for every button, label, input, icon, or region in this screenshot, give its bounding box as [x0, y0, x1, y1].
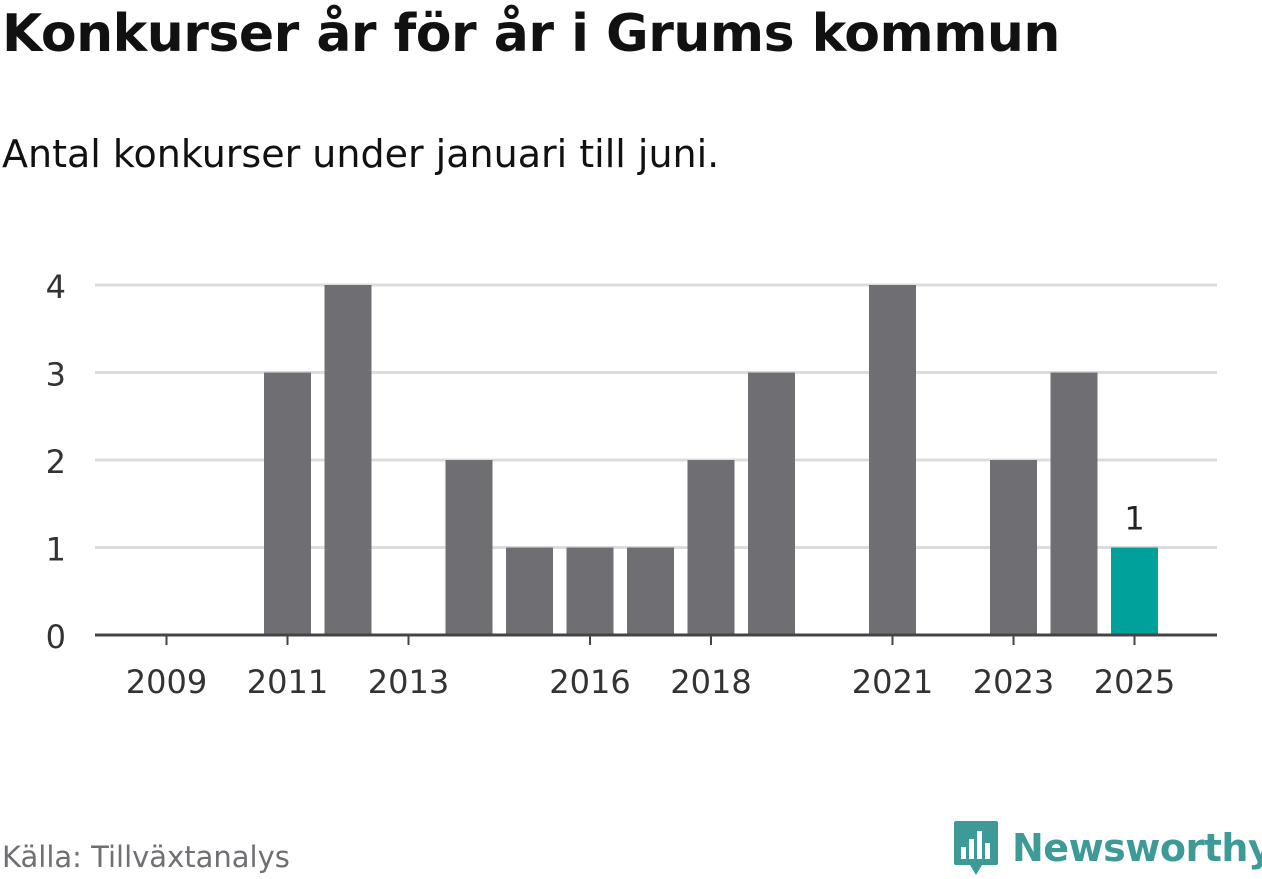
data-labels: 1 — [1124, 500, 1144, 538]
gridlines — [95, 285, 1217, 548]
bar-2014 — [446, 460, 493, 635]
bar-2019 — [748, 373, 795, 636]
y-tick-label: 1 — [46, 531, 66, 569]
logo-text: Newsworthy — [1012, 826, 1262, 870]
bar-2011 — [264, 373, 311, 636]
bar-2021 — [869, 285, 916, 635]
x-tick-label: 2016 — [549, 663, 630, 701]
y-axis-ticks: 0 1 2 3 4 — [46, 268, 66, 656]
bar-chart-pin-icon — [952, 819, 1000, 877]
x-axis-ticks: 2009 2011 2013 2016 2018 2021 2023 2025 — [126, 635, 1175, 701]
source-note: Källa: Tillväxtanalys — [2, 840, 290, 874]
bar-2017 — [627, 548, 674, 636]
y-tick-label: 0 — [46, 618, 66, 656]
bar-2023 — [990, 460, 1037, 635]
bar-2024 — [1051, 373, 1098, 636]
y-tick-label: 2 — [46, 443, 66, 481]
x-tick-label: 2009 — [126, 663, 207, 701]
y-tick-label: 3 — [46, 356, 66, 394]
bar-2016 — [567, 548, 614, 636]
bar-2018 — [688, 460, 735, 635]
x-tick-label: 2023 — [973, 663, 1054, 701]
x-tick-label: 2013 — [368, 663, 449, 701]
bar-2015 — [506, 548, 553, 636]
x-tick-label: 2025 — [1094, 663, 1175, 701]
data-label: 1 — [1124, 500, 1144, 538]
bar-2012 — [325, 285, 372, 635]
x-tick-label: 2021 — [852, 663, 933, 701]
bar-2025 — [1111, 548, 1158, 636]
x-tick-label: 2011 — [247, 663, 328, 701]
x-tick-label: 2018 — [670, 663, 751, 701]
y-tick-label: 4 — [46, 268, 66, 306]
newsworthy-logo: Newsworthy — [952, 818, 1262, 878]
